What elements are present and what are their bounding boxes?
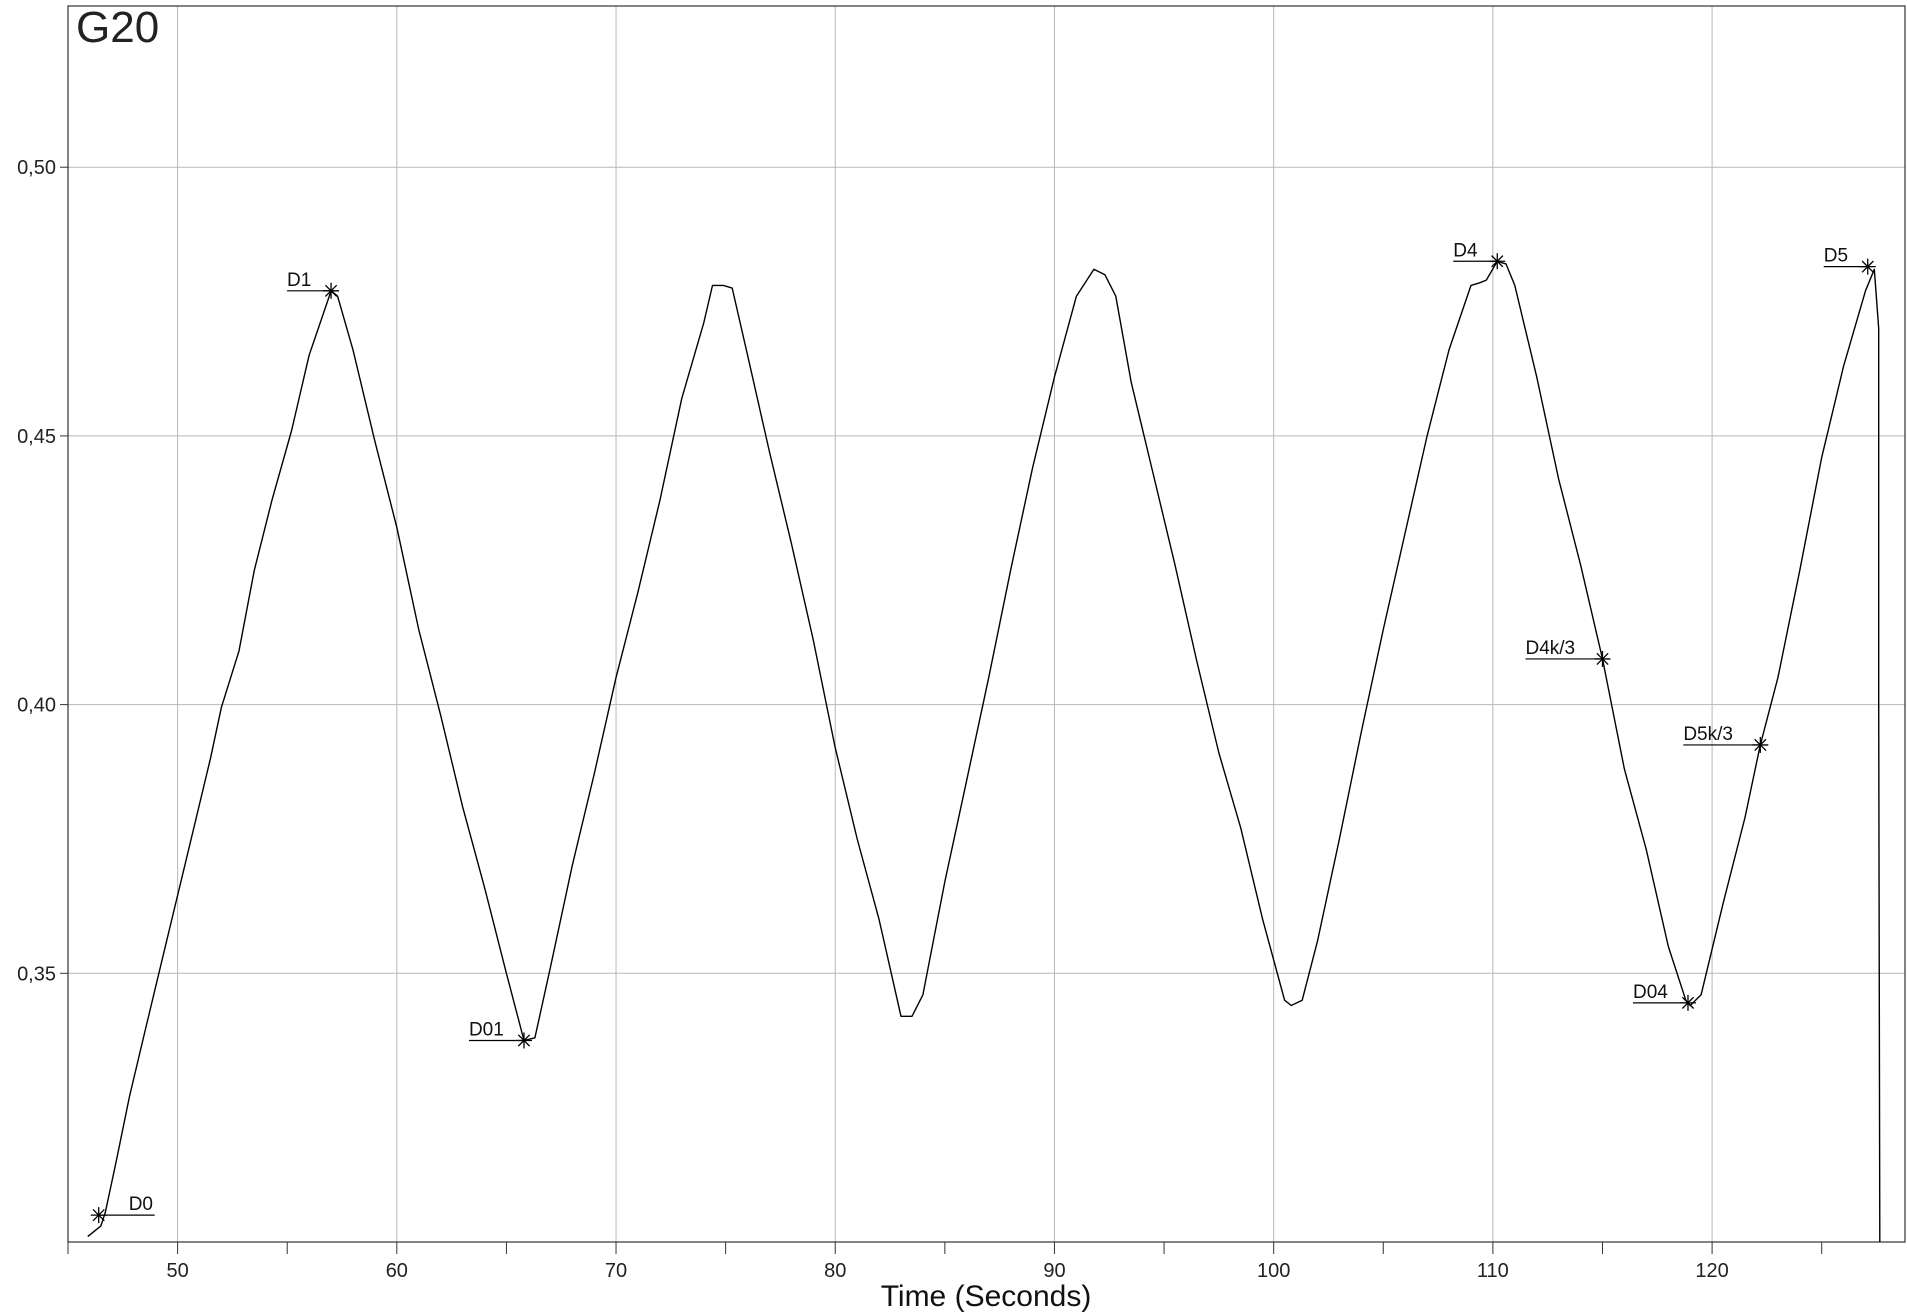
annotation-label: D0 <box>129 1194 153 1215</box>
x-tick-label: 100 <box>1257 1260 1290 1282</box>
annotation-label: D4k/3 <box>1525 638 1575 659</box>
x-tick-label: 70 <box>605 1260 627 1282</box>
y-tick-label: 0,50 <box>17 157 56 179</box>
x-tick-label: 80 <box>824 1260 846 1282</box>
annotation-d01: D01 <box>468 1019 532 1049</box>
annotation-d5: D5 <box>1823 246 1876 275</box>
x-axis-label: Time (Seconds) <box>881 1280 1092 1313</box>
annotations: D0 D1 D01 D4 D4k/3 D04 D5k/3 D5 <box>90 240 1876 1224</box>
x-tick-label: 60 <box>386 1260 408 1282</box>
y-tick-label: 0,40 <box>17 695 56 717</box>
grid <box>68 6 1905 1242</box>
series <box>87 260 1881 1243</box>
annotation-label: D1 <box>287 270 311 291</box>
annotation-label: D5 <box>1824 246 1848 267</box>
x-tick-label: 50 <box>166 1260 188 1282</box>
annotation-d04: D04 <box>1632 982 1696 1011</box>
series-line <box>87 260 1881 1243</box>
x-tick-label: 120 <box>1695 1260 1728 1282</box>
annotation-label: D5k/3 <box>1683 724 1733 745</box>
annotation-label: D04 <box>1633 982 1668 1003</box>
annotation-d1: D1 <box>287 270 340 299</box>
y-tick-label: 0,45 <box>17 426 56 448</box>
annotation-d4: D4 <box>1453 240 1506 270</box>
annotation-d4k-3: D4k/3 <box>1525 638 1611 667</box>
plot-frame <box>67 5 1906 1243</box>
annotation-label: D4 <box>1453 240 1478 261</box>
x-tick-label: 90 <box>1043 1260 1065 1282</box>
x-tick-label: 110 <box>1477 1260 1509 1282</box>
annotation-d5k-3: D5k/3 <box>1683 724 1769 753</box>
axes: 50 60 70 80 90 100 110 120 0,35 0,40 0,45 0,50 <box>17 5 1906 1282</box>
chart-title: G20 <box>76 3 159 52</box>
y-tick-label: 0,35 <box>17 963 56 985</box>
annotation-label: D01 <box>469 1019 504 1040</box>
annotation-d0: D0 <box>90 1194 155 1224</box>
